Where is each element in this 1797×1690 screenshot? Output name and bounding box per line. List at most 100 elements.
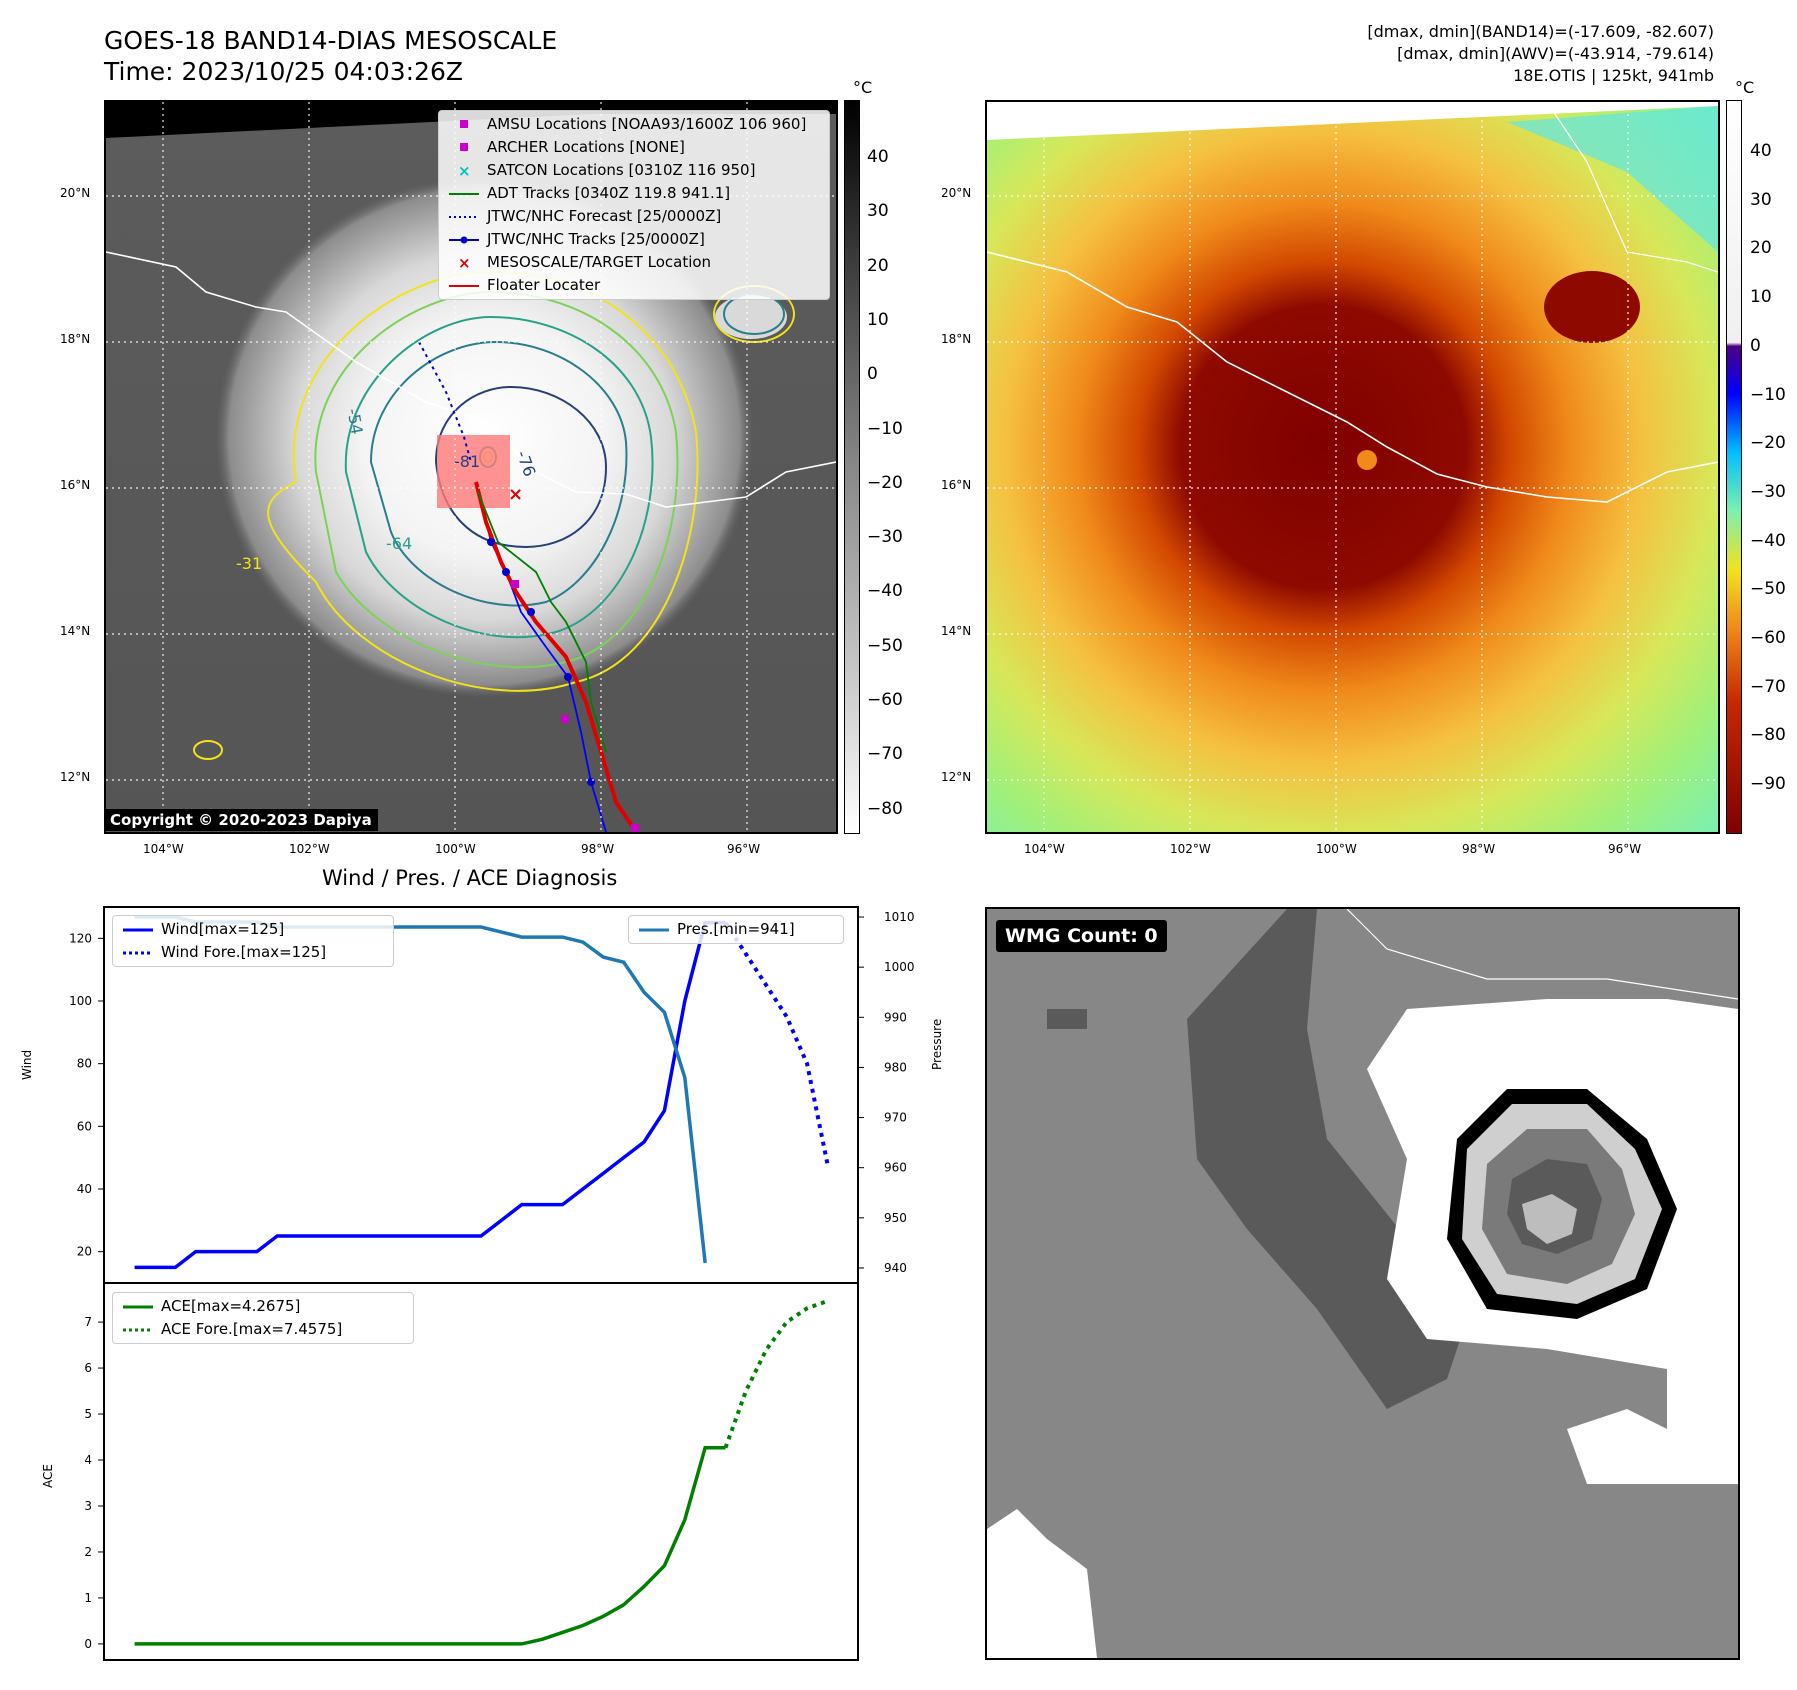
colorbar-tick-label: −10 xyxy=(1750,384,1786,405)
lat-tick-label: 18°N xyxy=(941,332,972,346)
dotted-line-icon xyxy=(449,216,479,218)
legend-item-wind: Wind[max=125] xyxy=(113,918,393,941)
legend-item-forecast: JTWC/NHC Forecast [25/0000Z] xyxy=(439,205,829,228)
colorbar-tick-label: 30 xyxy=(1750,189,1772,210)
colorbar-tick-label: −60 xyxy=(867,690,903,710)
lat-tick-label: 12°N xyxy=(941,770,972,784)
y-tick-label: 0 xyxy=(84,1637,92,1651)
legend-item-ace: ACE[max=4.2675] xyxy=(113,1295,413,1318)
ace-legend: ACE[max=4.2675] ACE Fore.[max=7.4575] xyxy=(112,1292,414,1344)
svg-text:×: × xyxy=(458,254,471,272)
y-right-tick-label: 1010 xyxy=(884,910,915,924)
lon-tick-label: 100°W xyxy=(435,842,476,856)
y-tick-label: 1 xyxy=(84,1591,92,1605)
contour-label: -81 xyxy=(454,452,481,471)
lon-tick-label: 102°W xyxy=(289,842,330,856)
y-right-tick-label: 950 xyxy=(884,1211,907,1225)
lat-tick-label: 16°N xyxy=(60,478,91,492)
line-marker-icon xyxy=(449,285,479,287)
dias-map-image xyxy=(987,102,1718,832)
colorbar-tick-label: −20 xyxy=(1750,433,1786,454)
pressure-legend: Pres.[min=941] xyxy=(628,915,844,944)
colorbar-tick-label: −50 xyxy=(867,635,903,656)
stat-line-storm: 18E.OTIS | 125kt, 941mb xyxy=(1513,66,1714,85)
legend-item-tracks: JTWC/NHC Tracks [25/0000Z] xyxy=(439,228,829,251)
legend-item-satcon: × SATCON Locations [0310Z 116 950] xyxy=(439,159,829,182)
colorbar-tick-label: 40 xyxy=(867,147,889,167)
lon-tick-label: 104°W xyxy=(143,842,184,856)
wmg-count-badge: WMG Count: 0 xyxy=(996,920,1167,952)
colorbar-tick-label: −90 xyxy=(1750,774,1786,795)
legend-item-adt: ADT Tracks [0340Z 119.8 941.1] xyxy=(439,182,829,205)
series-line-pres- xyxy=(134,915,707,1264)
lat-tick-label: 20°N xyxy=(60,186,91,200)
dias-cbar-unit: °C xyxy=(1735,78,1755,97)
lon-tick-label: 102°W xyxy=(1170,842,1211,856)
copyright-label: Copyright © 2020-2023 Dapiya xyxy=(104,809,378,831)
wind-legend: Wind[max=125] Wind Fore.[max=125] xyxy=(112,915,394,967)
colorbar-tick-label: 0 xyxy=(1750,335,1761,356)
square-marker-icon xyxy=(460,143,468,151)
y-tick-label: 2 xyxy=(84,1545,92,1559)
dotted-line-icon xyxy=(123,1328,153,1332)
y-tick-label: 40 xyxy=(77,1182,92,1196)
colorbar-tick-label: −70 xyxy=(867,744,903,765)
map-legend: AMSU Locations [NOAA93/1600Z 106 960] AR… xyxy=(438,110,830,300)
lat-tick-label: 14°N xyxy=(60,624,91,638)
colorbar-tick-label: −70 xyxy=(1750,676,1786,697)
legend-item-amsu: AMSU Locations [NOAA93/1600Z 106 960] xyxy=(439,113,829,136)
colorbar-tick-label: −30 xyxy=(867,527,903,548)
y-tick-label: 80 xyxy=(77,1057,92,1071)
lon-tick-label: 98°W xyxy=(581,842,615,856)
series-line-wind-fore- xyxy=(723,921,830,1165)
y-tick-label: 60 xyxy=(77,1119,92,1133)
ir-colorbar xyxy=(844,100,860,834)
legend-item-floater: Floater Locater xyxy=(439,274,829,297)
y-right-tick-label: 990 xyxy=(884,1010,907,1024)
contour-label: -64 xyxy=(386,534,413,553)
lat-tick-label: 18°N xyxy=(60,332,91,346)
line-marker-icon xyxy=(449,193,479,195)
colorbar-tick-label: 10 xyxy=(867,309,889,330)
svg-text:×: × xyxy=(458,162,471,180)
line-marker-icon xyxy=(639,928,669,932)
colorbar-tick-label: 40 xyxy=(1750,141,1772,161)
x-marker-icon: × xyxy=(458,254,471,272)
lon-tick-label: 100°W xyxy=(1316,842,1357,856)
lon-tick-label: 96°W xyxy=(1608,842,1642,856)
diagnosis-title: Wind / Pres. / ACE Diagnosis xyxy=(322,866,618,890)
colorbar-tick-label: −50 xyxy=(1750,579,1786,600)
lat-tick-label: 12°N xyxy=(60,770,91,784)
lat-tick-label: 16°N xyxy=(941,478,972,492)
dias-map-panel xyxy=(985,100,1720,834)
wmg-panel xyxy=(985,907,1740,1660)
lon-tick-label: 96°W xyxy=(727,842,761,856)
y-tick-label: 3 xyxy=(84,1499,92,1513)
ir-map-panel: × -54 -64 -76 -31 -81 AMSU Locations [NO… xyxy=(104,100,838,834)
y-right-tick-label: 980 xyxy=(884,1060,907,1074)
colorbar-tick-label: −30 xyxy=(1750,481,1786,502)
line-marker-icon xyxy=(123,928,153,932)
y-right-tick-label: 970 xyxy=(884,1111,907,1125)
y-tick-label: 20 xyxy=(77,1245,92,1259)
lon-tick-label: 98°W xyxy=(1462,842,1496,856)
wmg-image xyxy=(987,909,1738,1658)
colorbar-tick-label: −40 xyxy=(1750,530,1786,551)
colorbar-tick-label: −40 xyxy=(867,581,903,602)
stat-line-awv: [dmax, dmin](AWV)=(-43.914, -79.614) xyxy=(1397,44,1714,63)
legend-item-mesoscale: × MESOSCALE/TARGET Location xyxy=(439,251,829,274)
line-dot-icon xyxy=(449,236,479,244)
colorbar-tick-label: −60 xyxy=(1750,628,1786,648)
lat-tick-label: 20°N xyxy=(941,186,972,200)
dias-colorbar xyxy=(1726,100,1742,834)
y-tick-label: 120 xyxy=(69,931,92,945)
colorbar-tick-label: 0 xyxy=(867,364,878,385)
x-marker-icon: × xyxy=(458,162,471,180)
colorbar-tick-label: 20 xyxy=(1750,238,1772,259)
colorbar-tick-label: 20 xyxy=(867,255,889,276)
colorbar-tick-label: −80 xyxy=(1750,725,1786,746)
legend-item-pressure: Pres.[min=941] xyxy=(629,918,843,941)
contour-label: -31 xyxy=(236,554,263,573)
y-tick-label: 4 xyxy=(84,1453,92,1467)
colorbar-tick-label: −80 xyxy=(867,798,903,819)
